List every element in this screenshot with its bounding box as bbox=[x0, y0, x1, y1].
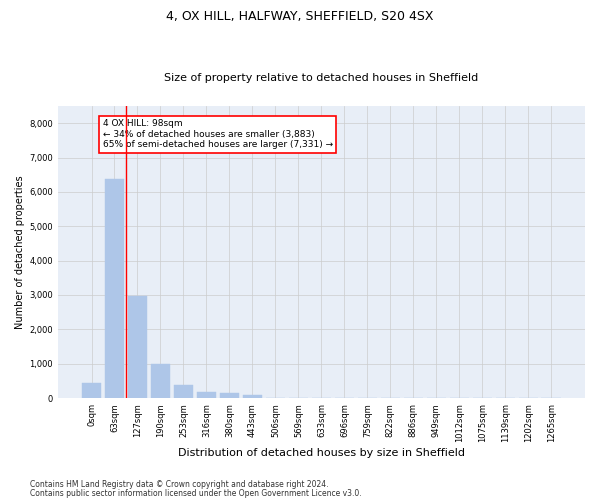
Text: Contains HM Land Registry data © Crown copyright and database right 2024.: Contains HM Land Registry data © Crown c… bbox=[30, 480, 329, 489]
Bar bbox=[197, 392, 216, 398]
Bar bbox=[128, 296, 147, 398]
Text: 4 OX HILL: 98sqm
← 34% of detached houses are smaller (3,883)
65% of semi-detach: 4 OX HILL: 98sqm ← 34% of detached house… bbox=[103, 119, 333, 149]
Bar bbox=[151, 364, 170, 398]
Bar bbox=[220, 394, 239, 398]
Title: Size of property relative to detached houses in Sheffield: Size of property relative to detached ho… bbox=[164, 73, 479, 83]
Y-axis label: Number of detached properties: Number of detached properties bbox=[15, 175, 25, 329]
Bar bbox=[242, 394, 262, 398]
Bar bbox=[105, 178, 124, 398]
Text: 4, OX HILL, HALFWAY, SHEFFIELD, S20 4SX: 4, OX HILL, HALFWAY, SHEFFIELD, S20 4SX bbox=[166, 10, 434, 23]
Bar bbox=[82, 384, 101, 398]
X-axis label: Distribution of detached houses by size in Sheffield: Distribution of detached houses by size … bbox=[178, 448, 465, 458]
Bar bbox=[173, 384, 193, 398]
Text: Contains public sector information licensed under the Open Government Licence v3: Contains public sector information licen… bbox=[30, 488, 362, 498]
